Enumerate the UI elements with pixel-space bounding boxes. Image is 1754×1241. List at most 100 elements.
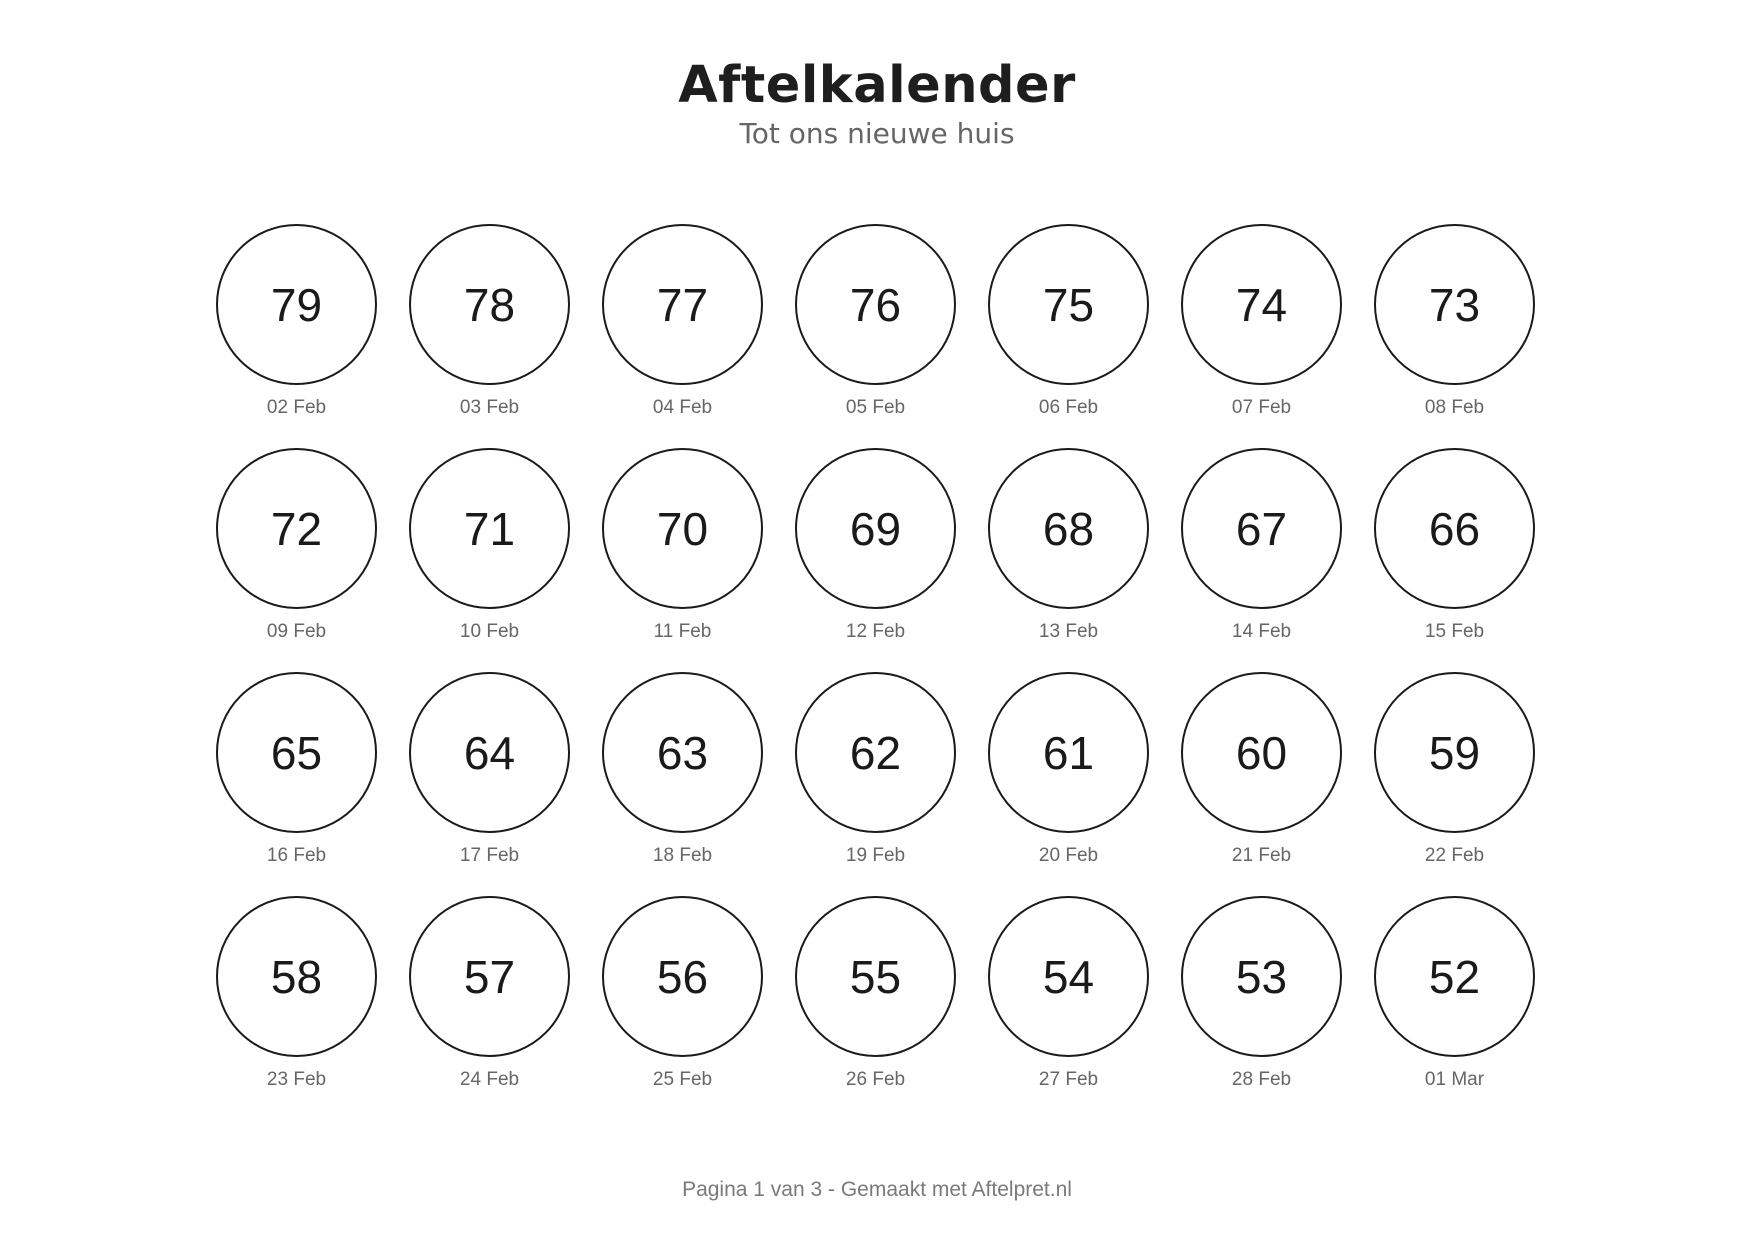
day-circle: 76: [795, 224, 956, 385]
day-number: 79: [270, 278, 323, 331]
countdown-day: 79 02 Feb: [200, 222, 393, 446]
day-date: 01 Mar: [1424, 1069, 1485, 1090]
day-circle: 62: [795, 672, 956, 833]
day-number: 59: [1428, 726, 1481, 779]
countdown-day: 70 11 Feb: [586, 446, 779, 670]
day-date: 25 Feb: [652, 1069, 713, 1090]
day-circle: 56: [602, 896, 763, 1057]
day-number: 75: [1042, 278, 1095, 331]
day-number: 61: [1042, 726, 1095, 779]
day-date: 08 Feb: [1424, 397, 1485, 418]
day-number: 54: [1042, 950, 1095, 1003]
day-circle: 74: [1181, 224, 1342, 385]
countdown-day: 59 22 Feb: [1358, 670, 1551, 894]
day-circle: 61: [988, 672, 1149, 833]
day-number: 62: [849, 726, 902, 779]
countdown-day: 69 12 Feb: [779, 446, 972, 670]
day-date: 21 Feb: [1231, 845, 1292, 866]
countdown-day: 62 19 Feb: [779, 670, 972, 894]
day-circle: 53: [1181, 896, 1342, 1057]
day-circle: 66: [1374, 448, 1535, 609]
day-number: 76: [849, 278, 902, 331]
countdown-day: 66 15 Feb: [1358, 446, 1551, 670]
countdown-day: 64 17 Feb: [393, 670, 586, 894]
day-number: 55: [849, 950, 902, 1003]
day-number: 71: [463, 502, 516, 555]
page-subtitle: Tot ons nieuwe huis: [739, 117, 1015, 150]
day-date: 18 Feb: [652, 845, 713, 866]
day-date: 12 Feb: [845, 621, 906, 642]
day-date: 24 Feb: [459, 1069, 520, 1090]
day-circle: 60: [1181, 672, 1342, 833]
countdown-day: 55 26 Feb: [779, 894, 972, 1118]
countdown-grid: 79 02 Feb 78 03 Feb 77 04 Feb 76 05 Feb 75 06 Feb…: [200, 222, 1551, 1118]
day-circle: 79: [216, 224, 377, 385]
day-number: 60: [1235, 726, 1288, 779]
day-circle: 72: [216, 448, 377, 609]
day-date: 13 Feb: [1038, 621, 1099, 642]
day-number: 65: [270, 726, 323, 779]
day-circle: 65: [216, 672, 377, 833]
day-number: 77: [656, 278, 709, 331]
day-circle: 55: [795, 896, 956, 1057]
day-circle: 58: [216, 896, 377, 1057]
countdown-day: 63 18 Feb: [586, 670, 779, 894]
day-circle: 75: [988, 224, 1149, 385]
day-circle: 78: [409, 224, 570, 385]
countdown-day: 57 24 Feb: [393, 894, 586, 1118]
day-date: 03 Feb: [459, 397, 520, 418]
countdown-day: 73 08 Feb: [1358, 222, 1551, 446]
countdown-day: 75 06 Feb: [972, 222, 1165, 446]
countdown-day: 78 03 Feb: [393, 222, 586, 446]
day-date: 07 Feb: [1231, 397, 1292, 418]
page-title: Aftelkalender: [678, 56, 1076, 115]
day-number: 70: [656, 502, 709, 555]
day-number: 52: [1428, 950, 1481, 1003]
countdown-day: 74 07 Feb: [1165, 222, 1358, 446]
day-date: 20 Feb: [1038, 845, 1099, 866]
day-circle: 67: [1181, 448, 1342, 609]
countdown-day: 76 05 Feb: [779, 222, 972, 446]
day-number: 56: [656, 950, 709, 1003]
countdown-day: 71 10 Feb: [393, 446, 586, 670]
day-circle: 54: [988, 896, 1149, 1057]
day-date: 28 Feb: [1231, 1069, 1292, 1090]
day-date: 17 Feb: [459, 845, 520, 866]
countdown-day: 65 16 Feb: [200, 670, 393, 894]
countdown-day: 72 09 Feb: [200, 446, 393, 670]
day-number: 69: [849, 502, 902, 555]
day-circle: 64: [409, 672, 570, 833]
day-number: 74: [1235, 278, 1288, 331]
day-circle: 71: [409, 448, 570, 609]
day-circle: 73: [1374, 224, 1535, 385]
day-date: 23 Feb: [266, 1069, 327, 1090]
day-date: 16 Feb: [266, 845, 327, 866]
day-date: 09 Feb: [266, 621, 327, 642]
day-number: 73: [1428, 278, 1481, 331]
day-number: 57: [463, 950, 516, 1003]
countdown-day: 54 27 Feb: [972, 894, 1165, 1118]
countdown-day: 52 01 Mar: [1358, 894, 1551, 1118]
day-date: 02 Feb: [266, 397, 327, 418]
countdown-day: 68 13 Feb: [972, 446, 1165, 670]
day-date: 06 Feb: [1038, 397, 1099, 418]
day-circle: 57: [409, 896, 570, 1057]
day-number: 53: [1235, 950, 1288, 1003]
countdown-day: 58 23 Feb: [200, 894, 393, 1118]
day-number: 66: [1428, 502, 1481, 555]
day-number: 63: [656, 726, 709, 779]
day-number: 78: [463, 278, 516, 331]
countdown-day: 61 20 Feb: [972, 670, 1165, 894]
countdown-day: 67 14 Feb: [1165, 446, 1358, 670]
day-number: 68: [1042, 502, 1095, 555]
day-number: 72: [270, 502, 323, 555]
day-date: 10 Feb: [459, 621, 520, 642]
day-date: 05 Feb: [845, 397, 906, 418]
day-number: 58: [270, 950, 323, 1003]
day-circle: 77: [602, 224, 763, 385]
day-number: 67: [1235, 502, 1288, 555]
day-circle: 52: [1374, 896, 1535, 1057]
day-date: 11 Feb: [653, 621, 712, 642]
day-circle: 59: [1374, 672, 1535, 833]
day-circle: 70: [602, 448, 763, 609]
